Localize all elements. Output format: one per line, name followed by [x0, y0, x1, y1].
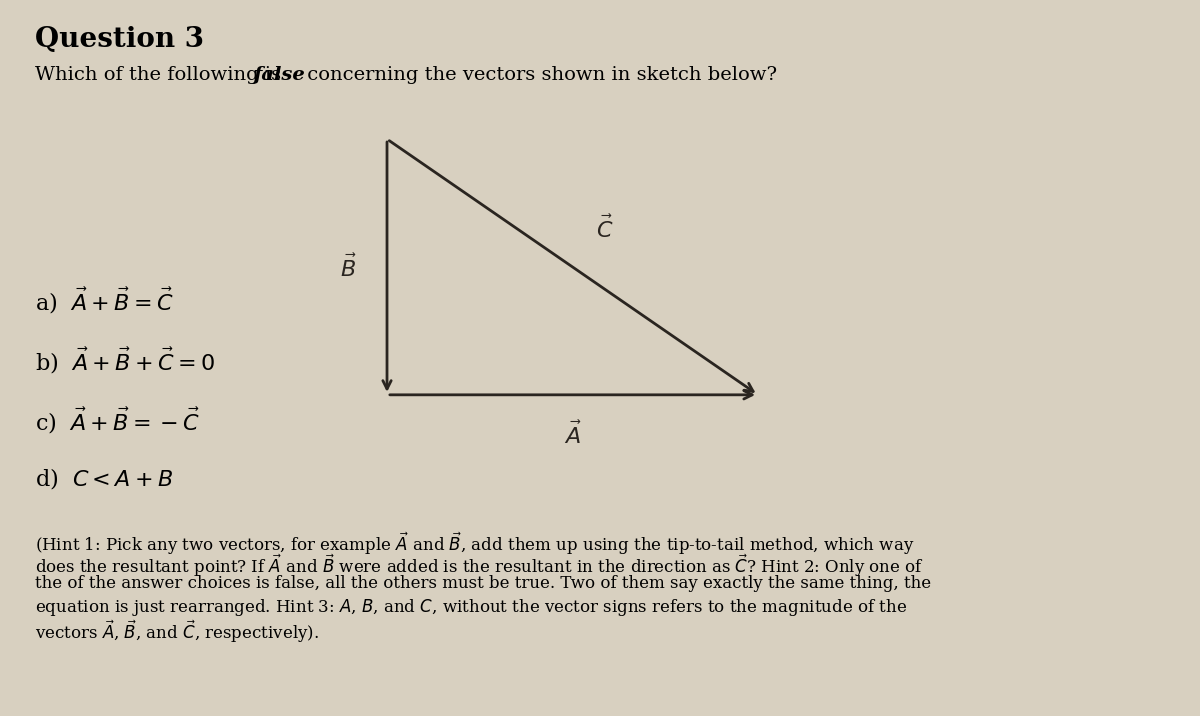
Text: concerning the vectors shown in sketch below?: concerning the vectors shown in sketch b…: [301, 66, 778, 84]
Text: $\vec{A}$: $\vec{A}$: [564, 420, 582, 448]
Text: c)  $\vec{A}+\vec{B}=-\vec{C}$: c) $\vec{A}+\vec{B}=-\vec{C}$: [35, 406, 200, 436]
Text: a)  $\vec{A}+\vec{B}=\vec{C}$: a) $\vec{A}+\vec{B}=\vec{C}$: [35, 286, 174, 316]
Text: Question 3: Question 3: [35, 26, 204, 53]
Text: equation is just rearranged. Hint 3: $A$, $B$, and $C$, without the vector signs: equation is just rearranged. Hint 3: $A$…: [35, 597, 907, 618]
Text: Which of the following is: Which of the following is: [35, 66, 287, 84]
Text: the of the answer choices is false, all the others must be true. Two of them say: the of the answer choices is false, all …: [35, 575, 931, 592]
Text: $\vec{B}$: $\vec{B}$: [340, 253, 356, 281]
Text: b)  $\vec{A}+\vec{B}+\vec{C}=0$: b) $\vec{A}+\vec{B}+\vec{C}=0$: [35, 346, 215, 376]
Text: does the resultant point? If $\vec{A}$ and $\vec{B}$ were added is the resultant: does the resultant point? If $\vec{A}$ a…: [35, 553, 924, 579]
Text: vectors $\vec{A}$, $\vec{B}$, and $\vec{C}$, respectively).: vectors $\vec{A}$, $\vec{B}$, and $\vec{…: [35, 619, 319, 646]
Text: false: false: [253, 66, 305, 84]
Text: d)  $C < A+B$: d) $C < A+B$: [35, 466, 173, 491]
Text: $\vec{C}$: $\vec{C}$: [595, 215, 613, 242]
Text: (Hint 1: Pick any two vectors, for example $\vec{A}$ and $\vec{B}$, add them up : (Hint 1: Pick any two vectors, for examp…: [35, 531, 914, 558]
